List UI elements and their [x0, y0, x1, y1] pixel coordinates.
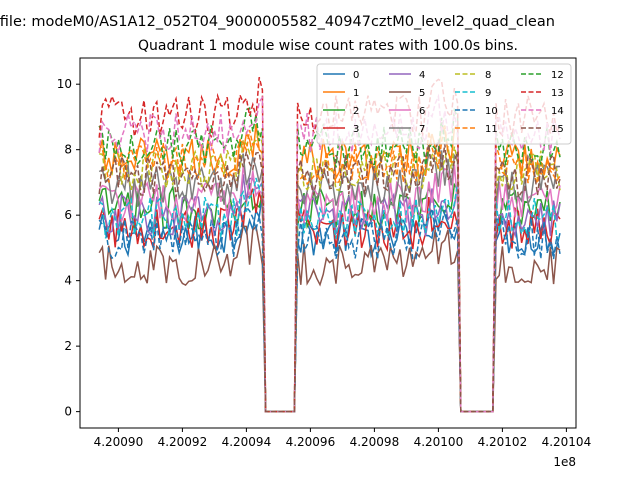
y-axis: 0 2 4 6 8 10	[57, 77, 80, 419]
figure-suptitle: n file: modeM0/AS1A12_052T04_9000005582_…	[0, 14, 555, 30]
series-line-7	[98, 150, 560, 413]
legend-label: 5	[419, 88, 425, 99]
legend-label: 9	[485, 88, 491, 99]
x-offset-label: 1e8	[553, 455, 576, 469]
axes-frame	[79, 57, 577, 429]
legend-label: 13	[551, 88, 564, 99]
y-tick-label: 2	[64, 339, 72, 353]
y-tick-label: 0	[64, 405, 72, 419]
y-tick-label: 10	[57, 77, 72, 91]
y-tick-label: 6	[64, 208, 72, 222]
y-tick-label: 4	[64, 274, 72, 288]
series-line-15	[98, 139, 561, 413]
x-tick-label: 4.20090	[94, 435, 144, 449]
legend-box	[316, 63, 572, 145]
legend-label: 0	[353, 70, 359, 81]
legend-label: 2	[353, 106, 359, 117]
legend-label: 7	[419, 124, 425, 135]
legend-label: 11	[485, 124, 498, 135]
legend-label: 1	[353, 88, 359, 99]
legend-label: 15	[551, 124, 564, 135]
x-tick-label: 4.20092	[158, 435, 208, 449]
x-tick-label: 4.20104	[542, 435, 592, 449]
legend-label: 14	[551, 106, 564, 117]
x-tick-label: 4.20094	[222, 435, 272, 449]
legend-label: 10	[485, 106, 498, 117]
series-line-5	[98, 224, 561, 413]
chart-title: Quadrant 1 module wise count rates with …	[138, 38, 518, 54]
x-tick-label: 4.20096	[286, 435, 336, 449]
series-line-10	[98, 205, 561, 413]
series-line-12	[98, 106, 561, 413]
x-tick-label: 4.20100	[414, 435, 464, 449]
legend-label: 3	[353, 124, 359, 135]
legend-label: 8	[485, 70, 491, 81]
legend-label: 6	[419, 106, 425, 117]
x-tick-label: 4.20102	[478, 435, 528, 449]
x-tick-label: 4.20098	[350, 435, 400, 449]
x-axis: 4.20090 4.20092 4.20094 4.20096 4.20098 4.201…	[94, 428, 592, 449]
legend-label: 4	[419, 70, 425, 81]
y-tick-label: 8	[64, 143, 72, 157]
legend-label: 12	[551, 70, 564, 81]
